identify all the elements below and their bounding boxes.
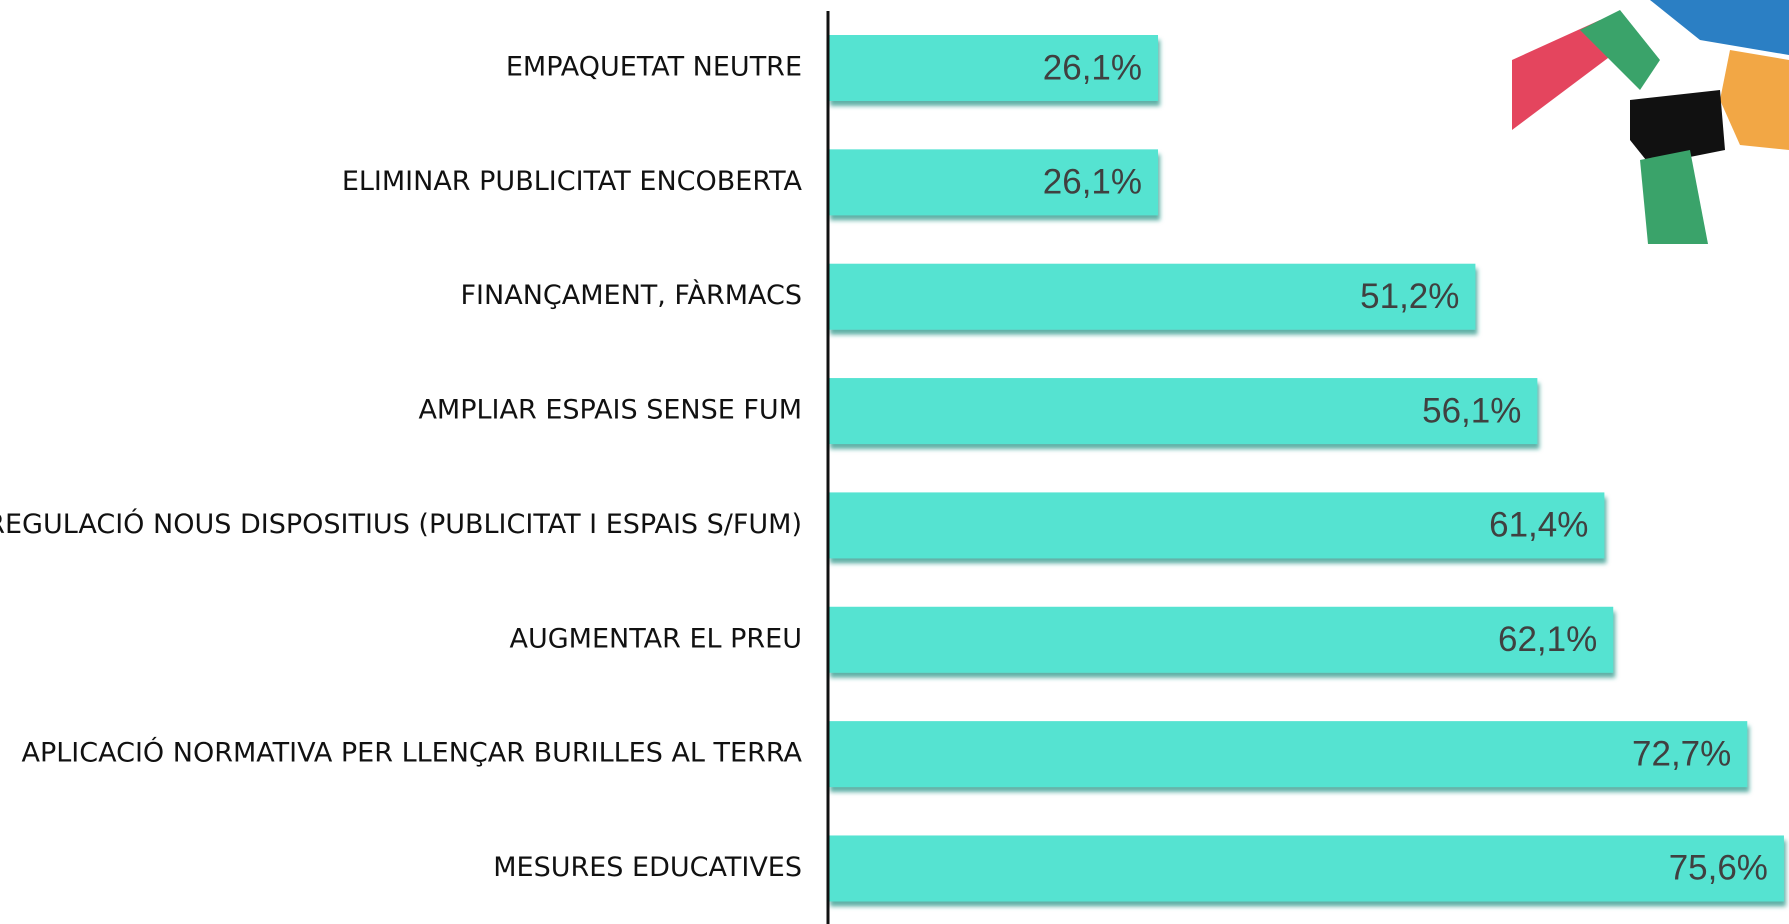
bar	[828, 263, 1476, 330]
value-label: 26,1%	[1043, 163, 1142, 202]
bar	[828, 149, 1159, 216]
category-label: AMPLIAR ESPAIS SENSE FUM	[418, 395, 802, 426]
logo	[1512, 0, 1789, 244]
category-label: FINANÇAMENT, FÀRMACS	[461, 279, 802, 311]
logo-arm	[1720, 50, 1789, 150]
value-label: 72,7%	[1632, 734, 1731, 773]
value-label: 56,1%	[1422, 391, 1521, 430]
logo-arm	[1650, 0, 1789, 55]
bar	[828, 835, 1784, 902]
logo-arm	[1512, 20, 1612, 130]
bar	[828, 721, 1748, 788]
logo-arm	[1580, 10, 1660, 90]
bar	[828, 492, 1605, 559]
bar	[828, 35, 1159, 101]
bar	[828, 606, 1614, 673]
value-label: 61,4%	[1489, 506, 1588, 545]
logo-arm	[1640, 150, 1708, 244]
logo-arm	[1630, 90, 1725, 165]
value-label: 26,1%	[1043, 48, 1142, 87]
category-label: EMPAQUETAT NEUTRE	[506, 52, 802, 83]
category-label: APLICACIÓ NORMATIVA PER LLENÇAR BURILLES…	[22, 737, 803, 769]
value-label: 51,2%	[1360, 277, 1459, 316]
value-label: 75,6%	[1669, 849, 1768, 888]
category-label: REGULACIÓ NOUS DISPOSITIUS (PUBLICITAT I…	[0, 508, 802, 540]
category-label: MESURES EDUCATIVES	[493, 852, 802, 883]
category-label: AUGMENTAR EL PREU	[510, 623, 802, 654]
value-label: 62,1%	[1498, 620, 1597, 659]
bar	[828, 378, 1538, 445]
category-label: ELIMINAR PUBLICITAT ENCOBERTA	[342, 166, 803, 197]
